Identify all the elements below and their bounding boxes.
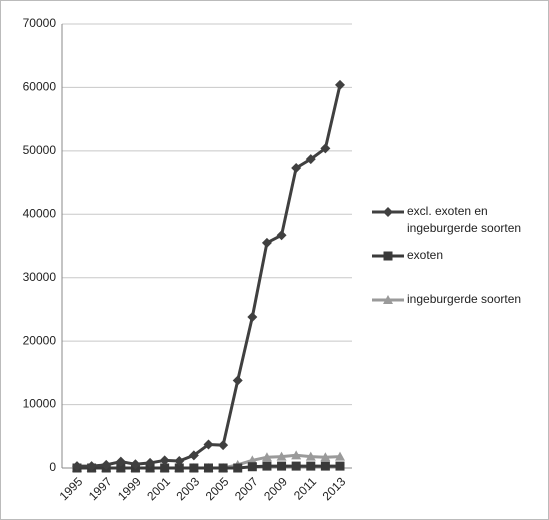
point [383,207,393,217]
point [203,439,214,450]
point [218,463,228,473]
point [291,162,302,173]
point [115,456,126,467]
legend-line-text: excl. exoten en [407,204,488,218]
point [305,451,316,461]
point [247,462,257,472]
point [335,79,345,90]
legend-label: ingeburgerde soorten [407,292,521,306]
point [291,461,301,471]
legend-line-text: ingeburgerde soorten [407,221,521,235]
y-tick-label: 30000 [23,270,57,284]
point [116,463,126,473]
point [130,459,141,470]
point [383,251,393,261]
legend-entry: ingeburgerde soorten [372,292,521,306]
point [160,463,170,473]
point [101,459,112,470]
point [291,450,302,460]
point [383,295,393,304]
point [204,463,213,473]
point [232,375,243,386]
y-tick-label: 70000 [23,16,57,30]
y-tick-label: 20000 [23,333,57,347]
point [276,230,287,241]
point [262,461,272,471]
point [277,461,287,471]
legend-entry: exoten [372,248,443,262]
point [305,154,316,165]
point [320,461,330,471]
y-tick-label: 60000 [23,80,57,94]
point [306,461,316,471]
point [335,451,345,461]
point [188,450,199,461]
point [174,456,185,467]
point [276,451,287,461]
point [320,143,331,154]
series [72,79,345,472]
point [174,463,184,473]
point [72,461,82,472]
legend-entry: excl. exoten en ingeburgerde soorten [372,204,521,235]
point [261,452,272,462]
point [261,237,272,248]
y-tick-label: 0 [49,460,56,474]
point [189,463,199,473]
point [233,463,243,473]
legend-label: exoten [407,248,443,262]
point [159,455,170,466]
point [320,452,331,462]
y-tick-label: 10000 [23,397,57,411]
y-tick-label: 50000 [23,143,57,157]
point [335,461,345,471]
point [218,440,229,451]
legend-label: excl. exoten en ingeburgerde soorten [407,204,521,235]
point [145,457,156,468]
point [86,461,97,472]
y-tick-label: 40000 [23,206,57,220]
point [247,455,258,465]
point [247,312,258,323]
point [145,463,155,473]
